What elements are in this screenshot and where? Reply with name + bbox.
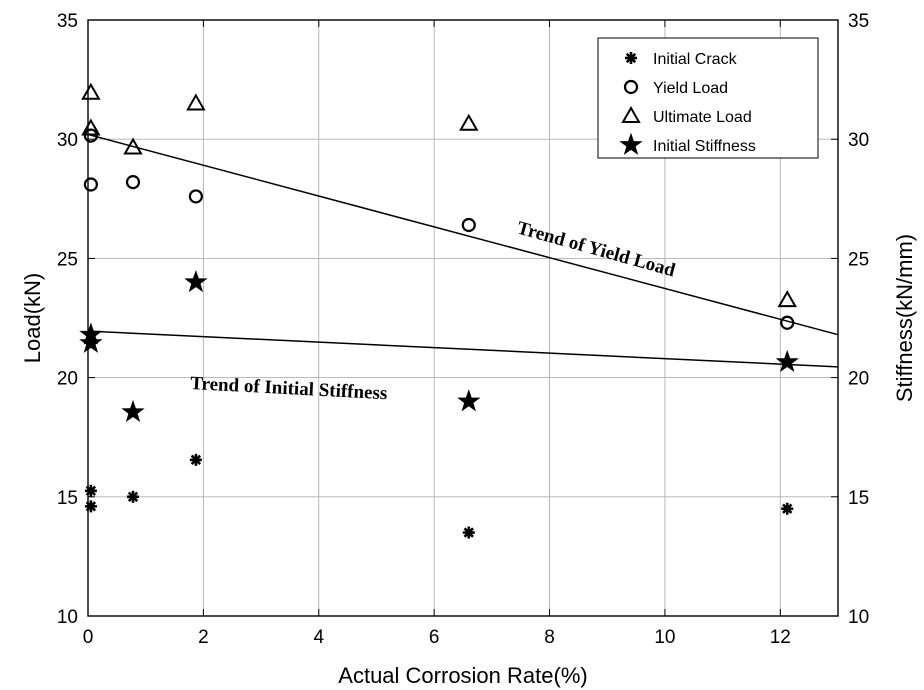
legend-marker-star <box>619 132 643 155</box>
initial-stiffness-point <box>121 399 145 423</box>
yield-load-point <box>83 177 98 192</box>
plot-frame <box>87 19 839 617</box>
initial-crack-point <box>781 502 794 515</box>
initial-crack-point <box>462 526 475 539</box>
legend-label: Ultimate Load <box>653 109 752 126</box>
y-tick-label: 20 <box>57 369 78 390</box>
legend-label: Initial Stiffness <box>653 138 756 155</box>
legend-marker-triangle <box>621 105 641 123</box>
y2-axis-label: Stiffness(kN/mm) <box>892 234 917 402</box>
y-tick-label: 15 <box>57 488 78 509</box>
y2-tick-label: 20 <box>848 369 869 390</box>
yield-load-trend-line <box>87 133 839 336</box>
initial-stiffness-trend-line <box>87 330 839 368</box>
initial-crack-point <box>84 500 97 513</box>
initial-stiffness-point <box>775 349 799 372</box>
y2-tick-label: 15 <box>848 488 869 509</box>
y-axis-label: Load(kN) <box>20 273 45 363</box>
x-tick-label: 4 <box>313 627 324 648</box>
y-tick-label: 30 <box>57 130 78 151</box>
initial-stiffness-point <box>457 389 481 412</box>
y2-tick-label: 25 <box>848 249 869 270</box>
x-axis-label: Actual Corrosion Rate(%) <box>338 663 587 688</box>
x-tick-label: 6 <box>429 627 440 648</box>
yield-load-point <box>780 315 795 330</box>
legend-label: Initial Crack <box>653 51 738 68</box>
y-tick-label: 25 <box>57 249 78 270</box>
x-tick-label: 0 <box>83 627 94 648</box>
y2-tick-label: 30 <box>848 130 869 151</box>
y2-tick-label: 35 <box>848 11 869 32</box>
x-tick-label: 12 <box>770 627 791 648</box>
x-tick-label: 8 <box>544 627 555 648</box>
yield-load-point <box>188 189 203 204</box>
legend-marker-circle <box>623 79 639 95</box>
y-tick-label: 35 <box>57 11 78 32</box>
x-tick-label: 10 <box>654 627 675 648</box>
axis-ticks: 0 2 4 6 8 10 12 10 15 20 25 30 35 10 15 20 25 30 35 <box>57 11 869 648</box>
yield-load-point <box>83 128 98 143</box>
ultimate-load-point <box>777 290 797 308</box>
initial-stiffness-point <box>79 330 103 353</box>
trend-lines <box>87 133 839 368</box>
yield-load-point <box>461 217 476 233</box>
initial-crack-point <box>84 484 97 497</box>
legend: Initial Crack Yield Load Ultimate Load Init… <box>597 37 819 159</box>
yield-load-point <box>125 175 141 190</box>
ultimate-load-point <box>81 118 101 136</box>
ultimate-load-point <box>81 82 101 100</box>
x-tick-label: 2 <box>198 627 209 648</box>
ultimate-load-point <box>459 113 479 131</box>
y-tick-label: 10 <box>57 607 78 628</box>
ultimate-load-point <box>186 93 206 111</box>
legend-label: Yield Load <box>653 80 728 97</box>
y2-tick-label: 10 <box>848 607 869 628</box>
ultimate-load-point <box>123 137 143 155</box>
data-points <box>79 82 799 539</box>
initial-stiffness-point <box>184 270 208 293</box>
initial-crack-point <box>127 490 139 503</box>
legend-marker-asterisk <box>625 52 637 64</box>
initial-crack-point <box>189 453 202 466</box>
